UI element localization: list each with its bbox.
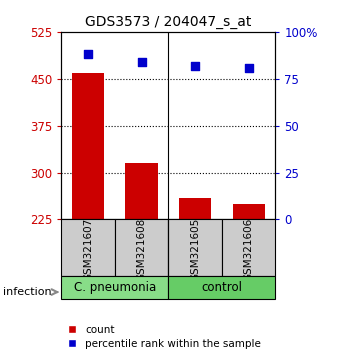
Bar: [233, 204, 265, 219]
Text: GSM321608: GSM321608: [137, 217, 147, 281]
Text: GSM321606: GSM321606: [244, 217, 254, 281]
Bar: [222, 219, 275, 276]
Bar: [61, 219, 115, 276]
Point: [246, 65, 251, 70]
Bar: [168, 219, 222, 276]
Point: [85, 52, 91, 57]
Text: GSM321605: GSM321605: [190, 217, 200, 281]
Point: [192, 63, 198, 68]
Legend: count, percentile rank within the sample: count, percentile rank within the sample: [66, 325, 261, 349]
Text: C. pneumonia: C. pneumonia: [74, 281, 156, 294]
Bar: [179, 198, 211, 219]
Point: [139, 59, 144, 65]
Bar: [125, 163, 158, 219]
Title: GDS3573 / 204047_s_at: GDS3573 / 204047_s_at: [85, 16, 252, 29]
Bar: [61, 276, 168, 299]
Bar: [72, 73, 104, 219]
Bar: [115, 219, 168, 276]
Text: control: control: [201, 281, 242, 294]
Text: GSM321607: GSM321607: [83, 217, 93, 281]
Text: infection: infection: [3, 287, 52, 297]
Bar: [168, 276, 275, 299]
